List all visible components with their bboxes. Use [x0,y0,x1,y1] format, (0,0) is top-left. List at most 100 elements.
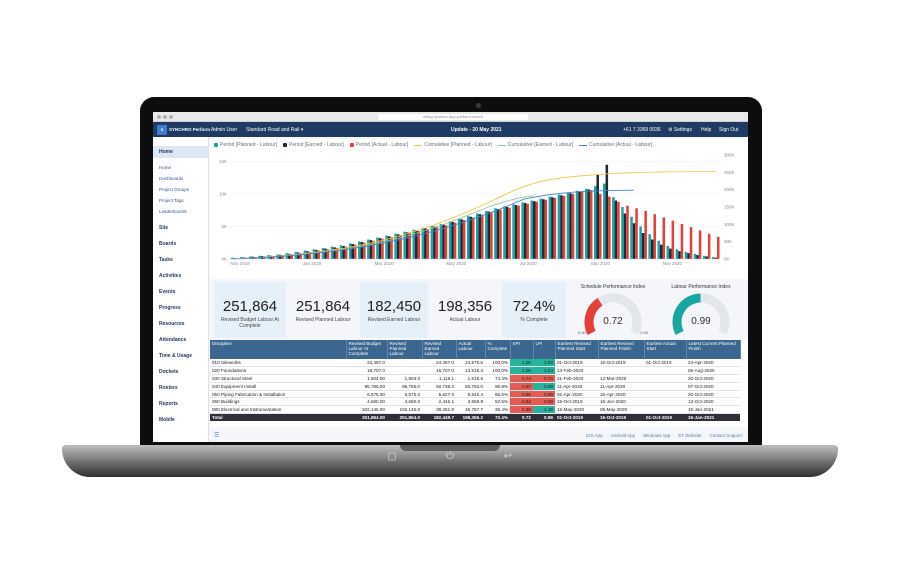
power-icon[interactable]: ⏻ [446,450,454,462]
sidebar-item-dockets[interactable]: Dockets [159,369,179,375]
table-cell [387,359,422,368]
bar-earned [714,257,717,259]
column-header[interactable]: SPI [510,340,534,359]
column-header[interactable]: Earliest Revised Planned Finish [598,340,645,359]
footer-link-android-app[interactable]: Android App [610,433,636,438]
table-row[interactable]: 020 Foundations 16,707.0 16,707.0 13,518.3 1… [210,366,740,376]
sidebar-item-progress[interactable]: Progress [159,305,181,311]
table-cell: 15-Jan-2021 [686,405,740,415]
bar-actual [453,222,457,259]
legend-item-period-actual[interactable]: Period [Actual - Labour] [349,141,408,149]
legend-item-cumulative-actual[interactable]: Cumulative [Actual - Labour] [579,141,652,149]
footer-link-contact-support[interactable]: Contact Support [709,433,742,438]
column-header[interactable]: LPI [533,340,556,359]
bar-planned [231,257,234,259]
table-cell [644,390,686,399]
bar-earned [315,249,318,259]
bar-planned [439,223,443,259]
sidebar-item-activities[interactable]: Activities [159,273,182,279]
column-header[interactable]: Revised Planned Labour [387,340,423,359]
table-cell: 06-Aug-2020 [686,366,740,376]
table-cell: 24,487.0 [422,359,456,368]
table-row[interactable]: 060 Buildings 4,660.00 4,660.0 2,446.1 3,559… [210,397,740,407]
bar-actual [471,217,475,259]
table-cell: 060 Buildings [210,397,346,407]
sidebar-item-home[interactable]: Home [159,149,173,155]
table-cell: 07-Oct-2020 [686,382,740,391]
column-header[interactable]: Actual Labour [456,340,486,359]
y-right-tick-label: 0K [724,257,730,262]
bar-earned [369,240,373,259]
back-icon[interactable]: ↩ [503,450,513,462]
column-header[interactable]: Earliest Revised Planned Start [555,340,599,359]
bar-earned [278,254,282,259]
footer-link-website[interactable]: ET Website [678,433,702,438]
sidebar-item-attendance[interactable]: Attendance [159,337,187,343]
column-header[interactable]: Discipline [210,340,347,359]
gauge-dial [584,293,642,335]
column-header[interactable]: Earliest Actual Start [644,340,687,359]
sidebar-sub-project-groups[interactable]: Project Groups [159,187,190,192]
bar-earned [632,223,636,259]
table-cell [644,374,686,383]
window-controls[interactable] [157,115,173,119]
bar-planned [657,240,661,259]
column-header[interactable]: Revised Budget Labour At Complete [346,340,388,359]
table-row[interactable]: 030 Structural Steel 1,504.00 1,504.0 1,119… [210,374,740,383]
table-cell: 4,660.00 [346,397,387,407]
table-row[interactable]: 040 Equipment Install 95,785.00 95,785.0 92… [210,382,740,391]
laptop-hinge-notch [400,445,500,451]
bar-actual [680,223,684,259]
bar-earned [442,224,445,259]
bar-actual [363,242,366,259]
legend-label: Cumulative [Actual - Labour] [589,142,653,148]
y-right-tick-label: 150K [724,205,735,210]
column-header[interactable]: Revised Earned Labour [422,340,457,359]
bar-earned [287,253,291,259]
legend-item-cumulative-planned[interactable]: Cumulative [Planned - Labour] [414,141,492,149]
sidebar-item-reports[interactable]: Reports [159,401,178,407]
bar-earned [532,201,536,259]
recent-apps-icon[interactable]: ▢ [387,450,397,462]
sidebar-item-rosters[interactable]: Rosters [159,385,178,391]
sidebar-item-time-usage[interactable]: Time & Usage [159,353,192,359]
table-cell: 080 Electrical and Instrumentation [210,405,346,415]
sidebar-item-events[interactable]: Events [159,289,176,295]
table-row[interactable]: 010 Siteworks 24,487.0 24,487.0 24,575.6 100… [210,359,740,368]
table-cell: 11-Apr-2020 [555,382,598,391]
table-cell: 5,627.0 [422,390,456,399]
user-name[interactable]: Admin User [211,127,238,133]
sidebar-item-site[interactable]: Site [159,225,169,231]
sidebar-item-boards[interactable]: Boards [159,241,177,247]
help-link[interactable]: Help [701,127,712,133]
legend-item-period-earned[interactable]: Period [Earned - Labour] [282,141,344,149]
logo[interactable]: S SYNCHRO Perform [157,124,210,135]
legend-item-cumulative-earned[interactable]: Cumulative [Earned - Labour] [497,141,574,149]
legend-item-period-planned[interactable]: Period [Planned - Labour] [214,141,277,149]
footer-link-ios-app[interactable]: iOS App [586,433,603,438]
table-row[interactable]: 080 Electrical and Instrumentation 102,14… [210,405,740,415]
project-selector[interactable]: Standard Road and Rail ▾ [246,127,303,133]
sign-out-link[interactable]: Sign Out [719,127,739,133]
gauge-min: 0.00 [578,330,586,335]
address-bar[interactable]: xlrfsg.synchro-app-perform.com/# [378,114,528,120]
footer-link-windows-app[interactable]: Windows App [643,433,671,438]
legend-label: Cumulative [Earned - Labour] [507,142,574,148]
x-tick-label: Jan 2020 [303,261,322,266]
bar-planned [457,218,461,259]
sidebar-item-mobile[interactable]: Mobile [159,417,175,423]
sidebar-item-resources[interactable]: Resources [159,321,185,327]
table-cell: 0.86 [510,390,533,399]
sidebar-sub-home[interactable]: Home [159,165,172,170]
column-header[interactable]: % Complete [485,340,511,359]
table-row[interactable]: 050 Piping Fabrication & Installation 6,5… [210,390,740,399]
gauge-lpi: Labour Performance Index 0.99 [658,282,744,338]
sidebar-home-highlight [153,146,209,158]
sidebar-sub-leaderboards[interactable]: Leaderboards [159,209,187,214]
sidebar-item-tasks[interactable]: Tasks [159,257,173,263]
sidebar-sub-project-tags[interactable]: Project Tags [159,198,184,203]
menu-icon[interactable]: ☰ [214,433,220,439]
sidebar-sub-dashboards[interactable]: Dashboards [159,176,184,181]
column-header[interactable]: Latest Current Planned Finish [686,340,741,359]
settings-link[interactable]: ⚙ Settings [668,127,692,133]
